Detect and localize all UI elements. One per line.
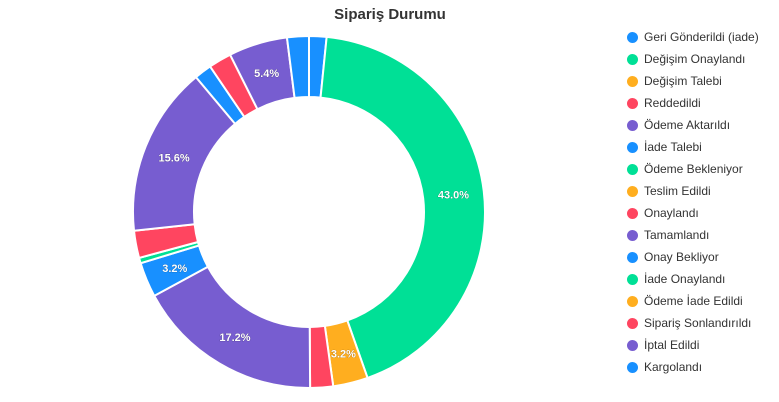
slice-data-label: 43.0% — [438, 190, 469, 202]
legend-item[interactable]: Teslim Edildi — [627, 180, 759, 202]
legend-label: İptal Edildi — [644, 338, 700, 352]
donut-slice[interactable] — [319, 35, 486, 380]
legend-marker — [627, 53, 638, 65]
legend-label: Kargolandı — [644, 360, 703, 374]
legend-item[interactable]: Tamamlandı — [627, 224, 759, 246]
legend-label: Onaylandı — [644, 206, 699, 220]
legend-item[interactable]: İptal Edildi — [627, 334, 759, 356]
legend-item[interactable]: Ödeme İade Edildi — [627, 290, 759, 312]
chart-title: Sipariş Durumu — [334, 6, 446, 23]
legend-marker — [627, 119, 638, 131]
legend-label: Reddedildi — [644, 96, 701, 110]
legend-marker — [627, 229, 638, 241]
legend-marker — [627, 185, 638, 197]
slice-data-label: 17.2% — [219, 332, 250, 344]
legend-label: Geri Gönderildi (iade) — [644, 30, 759, 44]
legend-marker — [627, 75, 638, 87]
legend-label: Onay Bekliyor — [644, 250, 719, 264]
legend-item[interactable]: Ödeme Aktarıldı — [627, 114, 759, 136]
legend-label: İade Talebi — [644, 140, 702, 154]
legend-marker — [627, 163, 638, 175]
legend-item[interactable]: Geri Gönderildi (iade) — [627, 26, 759, 48]
donut-slice[interactable] — [152, 265, 312, 389]
legend-label: Ödeme İade Edildi — [644, 294, 743, 308]
legend-item[interactable]: Değişim Talebi — [627, 70, 759, 92]
legend-item[interactable]: Ödeme Bekleniyor — [627, 158, 759, 180]
legend-item[interactable]: Sipariş Sonlandırıldı — [627, 312, 759, 334]
legend-marker — [627, 31, 638, 43]
slice-data-label: 15.6% — [158, 153, 189, 165]
legend-label: Teslim Edildi — [644, 184, 711, 198]
legend-marker — [627, 295, 638, 307]
legend-marker — [627, 339, 638, 351]
legend-item[interactable]: Kargolandı — [627, 356, 759, 378]
donut-slice[interactable] — [285, 34, 310, 100]
legend-label: Sipariş Sonlandırıldı — [644, 316, 752, 330]
slice-data-label: 3.2% — [162, 263, 187, 275]
legend-marker — [627, 317, 638, 329]
legend-label: Değişim Talebi — [644, 74, 722, 88]
legend-item[interactable]: İade Talebi — [627, 136, 759, 158]
legend-marker — [627, 273, 638, 285]
legend-item[interactable]: Onaylandı — [627, 202, 759, 224]
legend-label: Ödeme Bekleniyor — [644, 162, 743, 176]
legend-marker — [627, 97, 638, 109]
legend-label: Değişim Onaylandı — [644, 52, 746, 66]
legend-item[interactable]: Reddedildi — [627, 92, 759, 114]
legend-label: Ödeme Aktarıldı — [644, 118, 731, 132]
legend-item[interactable]: Onay Bekliyor — [627, 246, 759, 268]
chart-legend: Geri Gönderildi (iade) Değişim Onaylandı D… — [627, 26, 759, 378]
legend-marker — [627, 361, 638, 373]
legend-item[interactable]: İade Onaylandı — [627, 268, 759, 290]
legend-marker — [627, 141, 638, 153]
legend-marker — [627, 251, 638, 263]
legend-item[interactable]: Değişim Onaylandı — [627, 48, 759, 70]
slice-data-label: 3.2% — [331, 348, 356, 360]
slice-data-label: 5.4% — [254, 68, 279, 80]
legend-marker — [627, 207, 638, 219]
legend-label: Tamamlandı — [644, 228, 710, 242]
legend-label: İade Onaylandı — [644, 272, 726, 286]
